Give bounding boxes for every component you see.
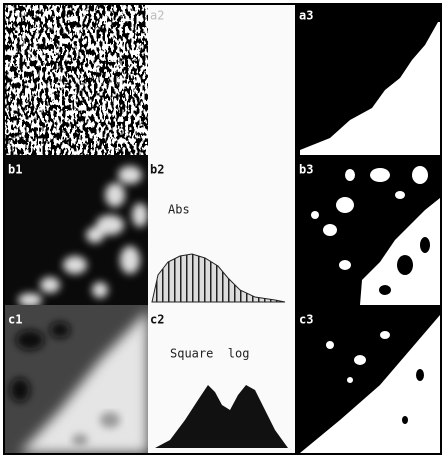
panel-label: b2 xyxy=(150,163,164,177)
panel-label: b1 xyxy=(8,163,22,177)
region xyxy=(300,22,440,155)
panel-label: b3 xyxy=(299,163,313,177)
histogram xyxy=(155,385,288,448)
panel-label: c1 xyxy=(8,313,22,327)
histogram xyxy=(151,253,286,303)
caption: Abs xyxy=(168,203,190,217)
caption: Square log xyxy=(170,347,249,361)
panel-a1 xyxy=(5,5,148,155)
blobs xyxy=(311,166,440,305)
panel-label: c2 xyxy=(150,313,164,327)
panel-b1 xyxy=(5,155,148,305)
panel-c1 xyxy=(5,305,148,453)
panel-label: a3 xyxy=(299,9,313,23)
panel-a2 xyxy=(148,5,295,155)
panel-label: a2 xyxy=(150,9,164,23)
panel-label: c3 xyxy=(299,313,313,327)
